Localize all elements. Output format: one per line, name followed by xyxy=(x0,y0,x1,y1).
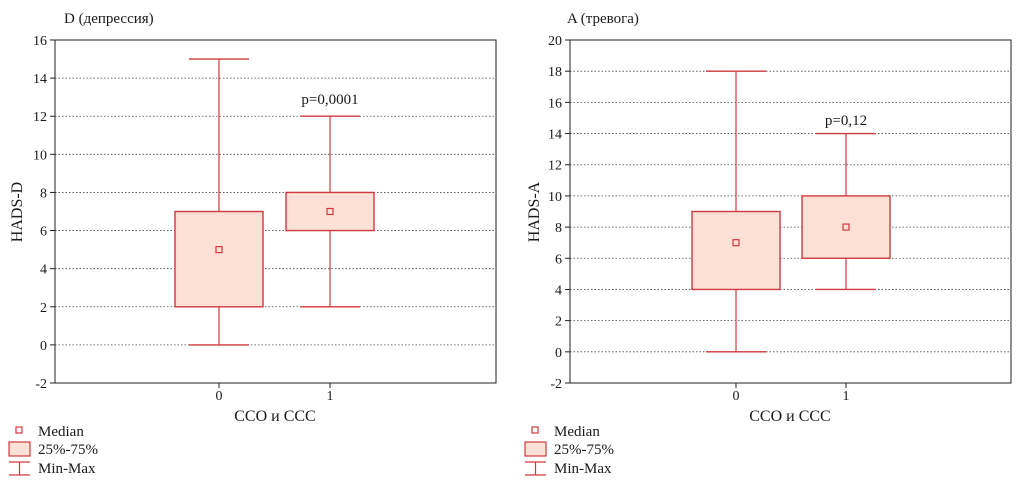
x-tick-label: 1 xyxy=(327,389,334,404)
legend-median-label: Median xyxy=(38,424,84,440)
grid-lines xyxy=(570,70,1011,353)
y-tick-label: 6 xyxy=(555,252,562,267)
legend: Median 25%-75% Min-Max xyxy=(8,424,98,477)
y-axis-label: HADS-A xyxy=(526,181,543,242)
legend-iqr-label: 25%-75% xyxy=(38,442,98,458)
y-tick-label: 0 xyxy=(40,339,47,354)
y-tick-label: 16 xyxy=(548,96,562,111)
p-value-annotation: p=0,0001 xyxy=(301,92,358,108)
iqr-box xyxy=(285,191,375,232)
box-plot-0 xyxy=(174,58,264,346)
y-tick-label: 8 xyxy=(40,186,47,201)
legend: Median 25%-75% Min-Max xyxy=(524,424,614,477)
legend-iqr-icon xyxy=(524,441,547,457)
legend-minmax-label: Min-Max xyxy=(38,461,96,477)
x-axis-label: ССО и ССС xyxy=(234,408,315,425)
p-value-annotation: p=0,12 xyxy=(825,113,867,129)
grid-lines xyxy=(55,77,496,346)
chart-panel-anxiety: A (тревога) -2 0 2 4 6 8 10 12 14 16 18 20 p=0,12 0… xyxy=(524,11,1012,477)
x-tick-label: 1 xyxy=(843,389,850,404)
x-tick-label: 0 xyxy=(216,389,223,404)
box-plot-1 xyxy=(801,132,891,291)
legend-median-icon xyxy=(15,426,23,434)
y-tick-label: 18 xyxy=(548,65,562,80)
legend-minmax-label: Min-Max xyxy=(554,461,612,477)
chart-panel-depression: D (депрессия) -2 0 2 4 6 8 10 12 14 16 p=0,0001 0… xyxy=(8,11,497,477)
median-marker xyxy=(326,207,334,216)
y-tick-label: -2 xyxy=(35,377,47,392)
y-tick-labels: -2 0 2 4 6 8 10 12 14 16 18 20 xyxy=(548,34,847,392)
legend-median-icon xyxy=(531,426,539,434)
median-marker xyxy=(842,223,850,231)
y-tick-label: 0 xyxy=(555,346,562,361)
y-tick-label: 14 xyxy=(33,72,47,87)
iqr-box xyxy=(691,210,781,291)
y-tick-label: -2 xyxy=(550,377,562,392)
y-axis-label: HADS-D xyxy=(9,182,26,242)
y-tick-label: 12 xyxy=(33,110,47,125)
box-plots xyxy=(174,58,375,346)
y-tick-label: 4 xyxy=(555,283,562,298)
y-tick-label: 4 xyxy=(40,263,47,278)
box-plot-1 xyxy=(285,115,375,308)
y-tick-label: 10 xyxy=(548,190,562,205)
x-axis-label: ССО и ССС xyxy=(749,408,830,425)
legend-minmax-icon xyxy=(525,461,546,476)
y-tick-label: 10 xyxy=(33,148,47,163)
legend-iqr-label: 25%-75% xyxy=(554,442,614,458)
iqr-box xyxy=(174,210,264,308)
legend-iqr-icon xyxy=(8,441,31,457)
chart-title: A (тревога) xyxy=(567,11,639,27)
box-plot-0 xyxy=(691,70,781,353)
y-tick-label: 12 xyxy=(548,159,562,174)
iqr-box xyxy=(801,195,891,259)
y-tick-label: 8 xyxy=(555,221,562,236)
y-tick-label: 6 xyxy=(40,225,47,240)
chart-title: D (депрессия) xyxy=(64,11,154,27)
y-tick-label: 2 xyxy=(555,315,562,330)
plot-frame xyxy=(54,39,497,384)
plot-frame xyxy=(569,39,1012,384)
y-tick-label: 20 xyxy=(548,34,562,49)
legend-minmax-icon xyxy=(9,461,30,476)
y-tick-label: 2 xyxy=(40,301,47,316)
median-marker xyxy=(215,246,223,254)
y-tick-label: 16 xyxy=(33,34,47,49)
x-tick-label: 0 xyxy=(733,389,740,404)
y-tick-labels: -2 0 2 4 6 8 10 12 14 16 xyxy=(33,34,331,392)
median-marker xyxy=(732,239,740,247)
box-plots xyxy=(691,70,891,353)
legend-median-label: Median xyxy=(554,424,600,440)
y-tick-label: 14 xyxy=(548,128,562,143)
